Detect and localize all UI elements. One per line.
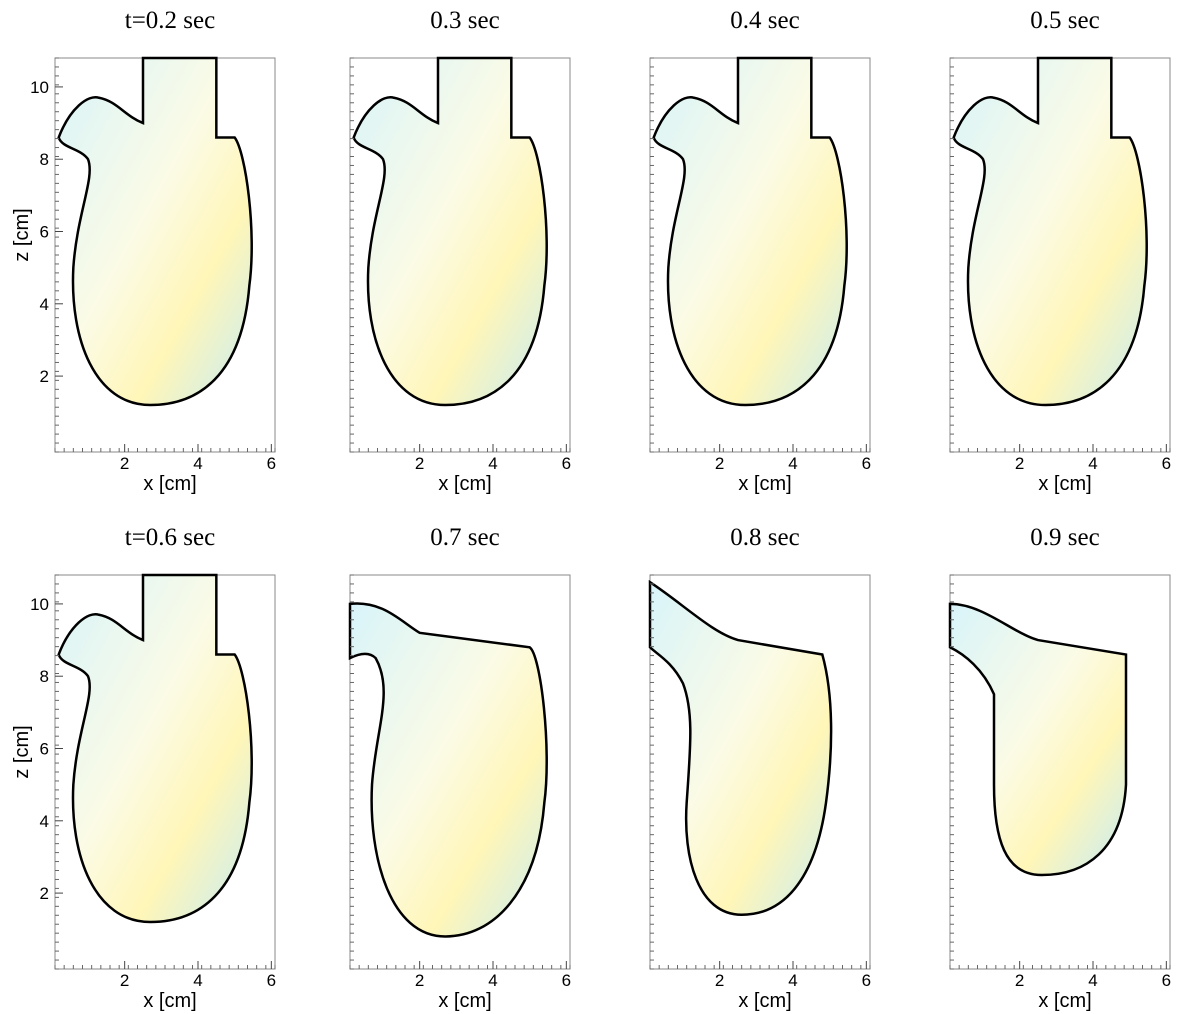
flow-domain (654, 58, 847, 405)
x-tick-label: 4 (1088, 454, 1097, 473)
x-axis-label: x [cm] (438, 990, 491, 1012)
y-tick-label: 2 (40, 367, 49, 386)
y-tick-label: 8 (40, 150, 49, 169)
x-tick-label: 2 (120, 454, 129, 473)
x-tick-label: 4 (488, 971, 497, 990)
x-tick-label: 2 (1015, 454, 1024, 473)
y-tick-label: 6 (40, 740, 49, 759)
panel-title: 0.5 sec (1030, 7, 1099, 34)
panel: 0.8 sec 2 4 6 x [cm] (650, 524, 871, 1012)
flow-domain (59, 575, 252, 922)
x-tick-label: 6 (1162, 454, 1171, 473)
y-tick-label: 6 (40, 223, 49, 242)
y-tick-label: 10 (30, 595, 49, 614)
flow-domain (954, 58, 1147, 405)
x-tick-label: 6 (862, 971, 871, 990)
x-tick-label: 2 (1015, 971, 1024, 990)
panel-title: t=0.6 sec (125, 524, 215, 551)
y-axis-label: z [cm] (11, 208, 33, 261)
x-tick-label: 6 (862, 454, 871, 473)
x-tick-label: 2 (715, 454, 724, 473)
panel: t=0.6 sec 2 4 6 2 4 6 8 10 x [cm] z [cm] (11, 524, 276, 1012)
flow-domain (650, 582, 831, 915)
panel-title: 0.9 sec (1030, 524, 1099, 551)
flow-domain (350, 604, 547, 937)
panel-title: t=0.2 sec (125, 7, 215, 34)
y-tick-label: 4 (40, 295, 49, 314)
figure: t=0.2 sec 2 4 6 2 4 6 8 10 x [cm] z [cm] 0.3 sec 2 4 6… (0, 0, 1177, 1014)
y-tick-label: 2 (40, 884, 49, 903)
panel-title: 0.8 sec (730, 524, 799, 551)
panel: 0.7 sec 2 4 6 x [cm] (350, 524, 571, 1012)
flow-domain (59, 58, 252, 405)
panel: 0.5 sec 2 4 6 x [cm] (950, 7, 1171, 495)
x-tick-label: 2 (120, 971, 129, 990)
panel: 0.3 sec 2 4 6 x [cm] (350, 7, 571, 495)
y-tick-label: 4 (40, 812, 49, 831)
panel-title: 0.4 sec (730, 7, 799, 34)
x-tick-label: 6 (562, 971, 571, 990)
x-tick-label: 4 (488, 454, 497, 473)
x-tick-label: 4 (788, 454, 797, 473)
panel-title: 0.3 sec (430, 7, 499, 34)
panel: 0.9 sec 2 4 6 x [cm] (950, 524, 1171, 1012)
x-tick-label: 6 (267, 454, 276, 473)
x-tick-label: 2 (415, 971, 424, 990)
flow-domain (354, 58, 547, 405)
x-tick-label: 6 (267, 971, 276, 990)
panel: 0.4 sec 2 4 6 x [cm] (650, 7, 871, 495)
x-axis-label: x [cm] (1038, 473, 1091, 495)
x-tick-label: 6 (562, 454, 571, 473)
x-tick-label: 2 (715, 971, 724, 990)
x-axis-label: x [cm] (738, 473, 791, 495)
x-tick-label: 2 (415, 454, 424, 473)
x-tick-label: 4 (788, 971, 797, 990)
x-tick-label: 4 (193, 971, 202, 990)
y-tick-label: 8 (40, 667, 49, 686)
x-axis-label: x [cm] (143, 990, 196, 1012)
x-axis-label: x [cm] (738, 990, 791, 1012)
panel: t=0.2 sec 2 4 6 2 4 6 8 10 x [cm] z [cm] (11, 7, 276, 495)
y-tick-label: 10 (30, 78, 49, 97)
y-axis-label: z [cm] (11, 725, 33, 778)
x-axis-label: x [cm] (1038, 990, 1091, 1012)
panel-title: 0.7 sec (430, 524, 499, 551)
x-tick-label: 6 (1162, 971, 1171, 990)
x-tick-label: 4 (1088, 971, 1097, 990)
x-tick-label: 4 (193, 454, 202, 473)
x-axis-label: x [cm] (438, 473, 491, 495)
x-axis-label: x [cm] (143, 473, 196, 495)
flow-domain (950, 604, 1126, 875)
